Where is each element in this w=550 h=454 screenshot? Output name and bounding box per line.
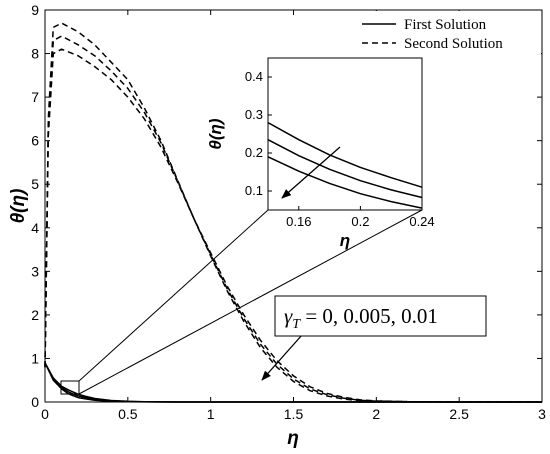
legend-label-second: Second Solution [404,36,503,52]
x-tick-label: 0.5 [118,406,138,422]
x-axis-label: η [287,428,299,449]
inset-y-axis-label: θ(η) [206,118,225,150]
annotation-text: γT = 0, 0.005, 0.01 [284,304,438,332]
inset-plot-frame [267,57,423,211]
inset-y-tick-label: 0.1 [245,183,263,198]
inset-background [268,58,422,210]
first-solution-line [44,362,542,403]
y-tick-label: 0 [31,394,39,410]
inset-y-tick-label: 0.4 [245,69,263,84]
inset-x-axis-label: η [340,231,350,250]
second-solution-line [44,48,542,403]
legend-label-first: First Solution [404,17,487,33]
y-tick-label: 6 [31,133,39,149]
x-tick-label: 2 [372,406,380,422]
inset-axis-ticks: 0.16 0.2 0.24 0.1 0.2 0.3 0.4 [245,69,435,229]
x-tick-label: 2.5 [449,406,469,422]
y-tick-label: 4 [31,220,39,236]
zoom-connector-line-upper [78,209,269,382]
annotation-subscript: T [292,317,301,332]
legend-background [356,11,541,54]
y-tick-label: 5 [31,176,39,192]
zoom-connector-line-lower [78,209,423,395]
y-tick-label: 7 [31,89,39,105]
zoom-region-box [60,380,80,395]
annotation-values: = 0, 0.005, 0.01 [300,304,438,328]
y-tick-label: 3 [31,263,39,279]
y-tick-label: 9 [31,2,39,18]
inset-solution-line [267,121,423,188]
y-tick-label: 8 [31,46,39,62]
inset-solution-line [267,156,423,209]
annotation-symbol: γ [284,304,293,328]
x-tick-label: 1.5 [284,406,304,422]
annotation-arrow [261,334,303,381]
inset-direction-arrow [281,146,341,199]
annotation-box [274,295,487,337]
inset-y-tick-label: 0.2 [245,145,263,160]
x-tick-label: 1 [207,406,215,422]
inset-x-tick-label: 0.24 [409,214,434,229]
first-solution-line [44,362,542,403]
x-tick-label: 0 [41,406,49,422]
inset-solution-line [267,139,423,199]
main-series-group [44,22,542,403]
y-tick-label: 2 [31,307,39,323]
inset-x-tick-label: 0.16 [286,214,311,229]
x-tick-label: 3 [538,406,546,422]
inset-y-tick-label: 0.3 [245,107,263,122]
y-tick-label: 1 [31,350,39,366]
inset-x-tick-label: 0.2 [351,214,369,229]
legend: First Solution Second Solution [356,11,541,54]
first-solution-line [44,362,542,403]
y-axis-label: θ(η) [8,189,29,224]
inset-series-group [267,121,423,209]
